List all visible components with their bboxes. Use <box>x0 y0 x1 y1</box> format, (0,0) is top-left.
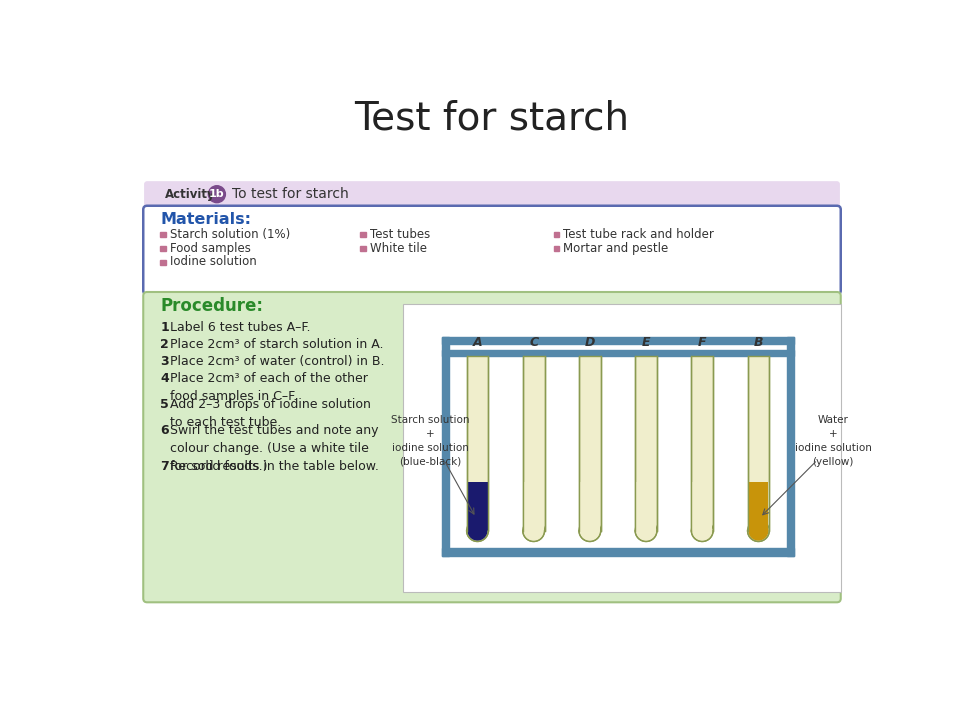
Bar <box>692 482 712 531</box>
Text: 7: 7 <box>160 460 169 473</box>
Ellipse shape <box>636 521 656 541</box>
Bar <box>748 356 769 531</box>
Bar <box>554 246 560 251</box>
Text: Procedure:: Procedure: <box>160 297 263 315</box>
Bar <box>636 356 657 531</box>
Bar <box>442 549 794 556</box>
Bar <box>579 356 601 531</box>
Text: Test tube rack and holder: Test tube rack and holder <box>564 228 714 240</box>
Ellipse shape <box>523 521 543 541</box>
Text: D: D <box>585 336 595 348</box>
Text: Record results in the table below.: Record results in the table below. <box>170 460 379 473</box>
Text: 4: 4 <box>160 372 169 385</box>
Bar <box>468 482 488 531</box>
FancyBboxPatch shape <box>403 304 841 593</box>
Ellipse shape <box>636 520 657 541</box>
Text: Materials:: Materials: <box>160 212 252 227</box>
Text: Iodine solution: Iodine solution <box>170 256 256 269</box>
Text: Place 2cm³ of water (control) in B.: Place 2cm³ of water (control) in B. <box>170 355 385 368</box>
Bar <box>160 246 166 251</box>
Text: Water
+
iodine solution
(yellow): Water + iodine solution (yellow) <box>795 415 872 467</box>
Text: 3: 3 <box>160 355 169 368</box>
Ellipse shape <box>523 520 544 541</box>
FancyBboxPatch shape <box>145 182 839 207</box>
FancyBboxPatch shape <box>143 206 841 294</box>
Ellipse shape <box>692 521 712 541</box>
Text: To test for starch: To test for starch <box>232 187 349 201</box>
Text: Food samples: Food samples <box>170 242 251 255</box>
Bar <box>580 482 600 531</box>
Bar <box>360 232 366 238</box>
Text: Swirl the test tubes and note any
colour change. (Use a white tile
for solid foo: Swirl the test tubes and note any colour… <box>170 424 379 474</box>
Text: 6: 6 <box>160 424 169 438</box>
Text: Label 6 test tubes A–F.: Label 6 test tubes A–F. <box>170 321 311 334</box>
Bar <box>523 482 543 531</box>
Text: Test for starch: Test for starch <box>354 100 630 138</box>
Text: 1: 1 <box>160 321 169 334</box>
Ellipse shape <box>749 521 769 541</box>
Text: 1b: 1b <box>209 189 225 199</box>
Text: Starch solution (1%): Starch solution (1%) <box>170 228 290 240</box>
Bar <box>786 337 794 556</box>
Ellipse shape <box>580 521 600 541</box>
Text: B: B <box>754 336 763 348</box>
Bar <box>160 232 166 238</box>
Bar <box>442 350 794 356</box>
Ellipse shape <box>468 521 488 541</box>
Bar <box>554 232 560 238</box>
Bar <box>691 356 713 531</box>
Text: Add 2–3 drops of iodine solution
to each test tube.: Add 2–3 drops of iodine solution to each… <box>170 398 372 429</box>
Text: 2: 2 <box>160 338 169 351</box>
Ellipse shape <box>579 520 601 541</box>
Bar <box>467 356 489 531</box>
Text: White tile: White tile <box>370 242 426 255</box>
Bar <box>749 482 769 531</box>
Bar <box>636 482 656 531</box>
Text: A: A <box>472 336 482 348</box>
Bar <box>523 356 544 531</box>
Bar <box>442 337 449 556</box>
Text: Place 2cm³ of starch solution in A.: Place 2cm³ of starch solution in A. <box>170 338 384 351</box>
Ellipse shape <box>467 520 489 541</box>
Text: Activity: Activity <box>165 188 216 201</box>
FancyBboxPatch shape <box>143 292 841 603</box>
Text: F: F <box>698 336 707 348</box>
Text: Starch solution
+
iodine solution
(blue-black): Starch solution + iodine solution (blue-… <box>391 415 469 467</box>
Text: E: E <box>642 336 650 348</box>
Text: Mortar and pestle: Mortar and pestle <box>564 242 668 255</box>
Bar <box>360 246 366 251</box>
Text: Test tubes: Test tubes <box>370 228 430 240</box>
Ellipse shape <box>691 520 713 541</box>
Circle shape <box>208 186 226 202</box>
Text: Place 2cm³ of each of the other
food samples in C–F.: Place 2cm³ of each of the other food sam… <box>170 372 369 403</box>
Bar <box>160 260 166 265</box>
Text: 5: 5 <box>160 398 169 411</box>
Ellipse shape <box>748 520 769 541</box>
Bar <box>442 337 794 344</box>
Text: C: C <box>529 336 539 348</box>
